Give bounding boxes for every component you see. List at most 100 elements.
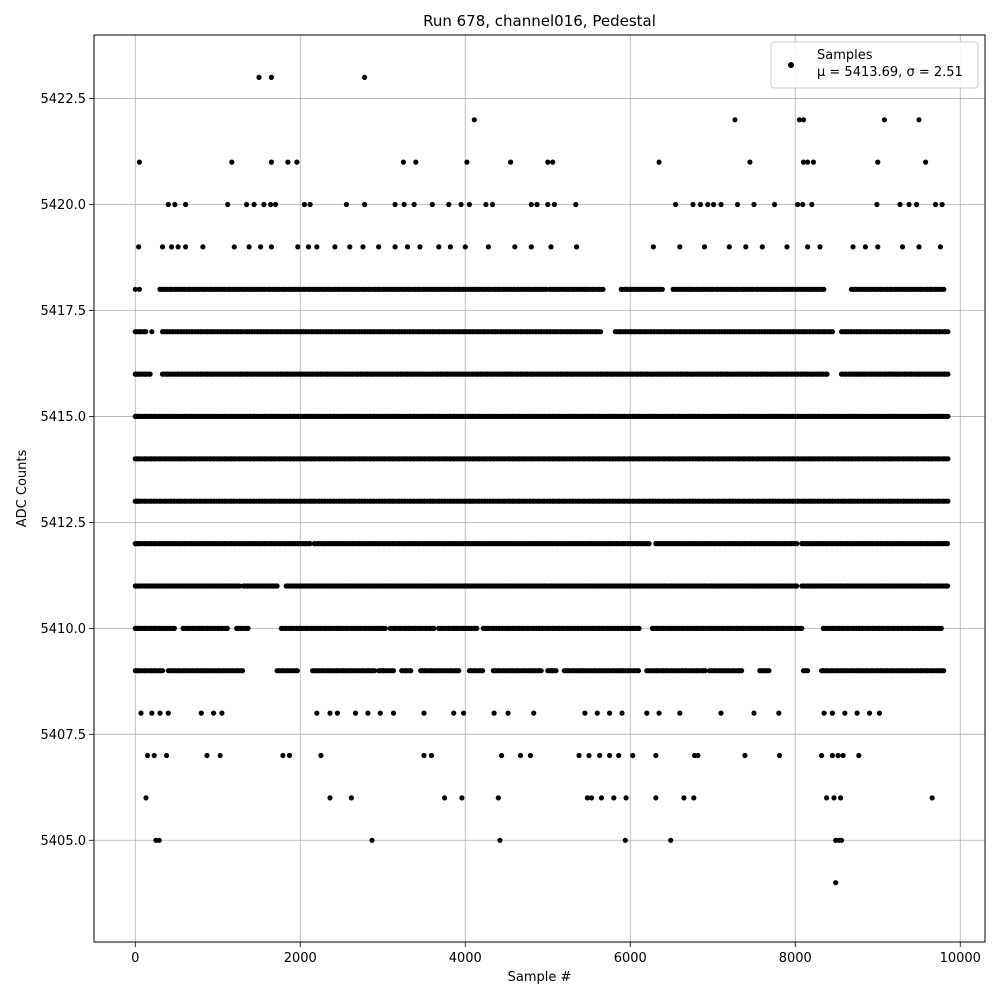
data-point	[505, 710, 511, 716]
data-point	[136, 244, 142, 250]
data-point	[159, 244, 166, 250]
data-point	[881, 117, 888, 123]
data-point	[600, 286, 606, 292]
data-point	[548, 244, 554, 250]
data-point	[224, 625, 230, 632]
data-point	[726, 244, 732, 250]
data-point	[597, 329, 604, 335]
data-point	[553, 668, 559, 674]
data-point	[766, 668, 772, 674]
data-point	[400, 159, 406, 165]
data-point	[495, 795, 501, 801]
data-point	[742, 752, 748, 759]
data-point	[653, 752, 659, 759]
data-point	[413, 159, 419, 165]
data-point	[545, 159, 551, 165]
data-point	[348, 795, 354, 801]
data-point	[280, 752, 286, 759]
data-point	[840, 752, 846, 759]
data-point	[784, 244, 790, 250]
data-point	[343, 201, 349, 208]
data-point	[597, 752, 603, 759]
data-point	[906, 201, 912, 208]
data-point	[198, 710, 204, 716]
data-point	[705, 201, 711, 208]
data-point	[702, 668, 708, 674]
data-point	[528, 244, 534, 250]
data-point	[800, 117, 807, 123]
data-point	[456, 668, 462, 674]
data-point	[794, 541, 800, 547]
x-tick-label: 8000	[779, 951, 812, 966]
data-point	[916, 117, 922, 123]
grid	[94, 35, 985, 942]
data-point	[274, 583, 280, 589]
data-point	[156, 837, 162, 843]
data-point	[347, 244, 353, 250]
legend-marker	[788, 62, 794, 68]
data-point	[875, 159, 881, 165]
data-point	[382, 625, 388, 632]
data-point	[149, 710, 155, 716]
data-point	[824, 795, 830, 801]
data-point	[365, 710, 371, 716]
data-point	[690, 201, 696, 208]
data-point	[854, 710, 860, 716]
data-point	[474, 625, 480, 632]
data-point	[759, 244, 765, 250]
data-point	[659, 286, 665, 292]
data-point	[499, 752, 505, 759]
data-point	[635, 668, 642, 674]
data-point	[237, 583, 243, 589]
data-point	[932, 201, 939, 208]
data-point	[401, 201, 407, 208]
data-point	[856, 752, 862, 759]
data-point	[138, 710, 144, 716]
x-tick-label: 2000	[284, 951, 317, 966]
data-point	[923, 159, 929, 165]
data-point	[245, 625, 251, 632]
x-tick-label: 4000	[449, 951, 482, 966]
data-point	[718, 710, 724, 716]
data-point	[897, 201, 903, 208]
data-point	[392, 244, 398, 250]
data-point	[377, 710, 383, 716]
data-point	[681, 795, 687, 801]
data-point	[294, 668, 300, 674]
data-point	[630, 752, 636, 759]
data-point	[673, 201, 679, 208]
data-point	[159, 668, 166, 674]
data-point	[464, 159, 470, 165]
data-point	[466, 201, 472, 208]
y-tick-label: 5412.5	[41, 516, 87, 531]
data-point	[165, 710, 171, 716]
data-point	[829, 329, 836, 335]
data-point	[318, 752, 324, 759]
data-point	[945, 371, 951, 377]
data-point	[810, 159, 817, 165]
data-point	[732, 117, 738, 123]
data-point	[294, 159, 300, 165]
data-point	[945, 329, 951, 335]
data-point	[941, 286, 947, 292]
data-point	[701, 244, 708, 250]
data-point	[172, 201, 178, 208]
data-points	[132, 74, 951, 886]
data-point	[314, 244, 320, 250]
axis-ticks: 0 2000 4000 6000 8000 100005405.05407.55410.0…	[41, 92, 981, 966]
plot-frame	[93, 34, 986, 943]
data-point	[551, 201, 558, 208]
data-point	[838, 837, 845, 843]
data-point	[821, 286, 827, 292]
data-point	[136, 286, 142, 292]
data-point	[829, 752, 836, 759]
data-point	[295, 244, 301, 250]
data-point	[175, 244, 181, 250]
data-point	[512, 244, 518, 250]
data-point	[390, 668, 397, 674]
data-point	[913, 201, 920, 208]
data-point	[217, 752, 223, 759]
data-point	[307, 201, 313, 208]
data-point	[485, 244, 491, 250]
data-point	[937, 244, 944, 250]
